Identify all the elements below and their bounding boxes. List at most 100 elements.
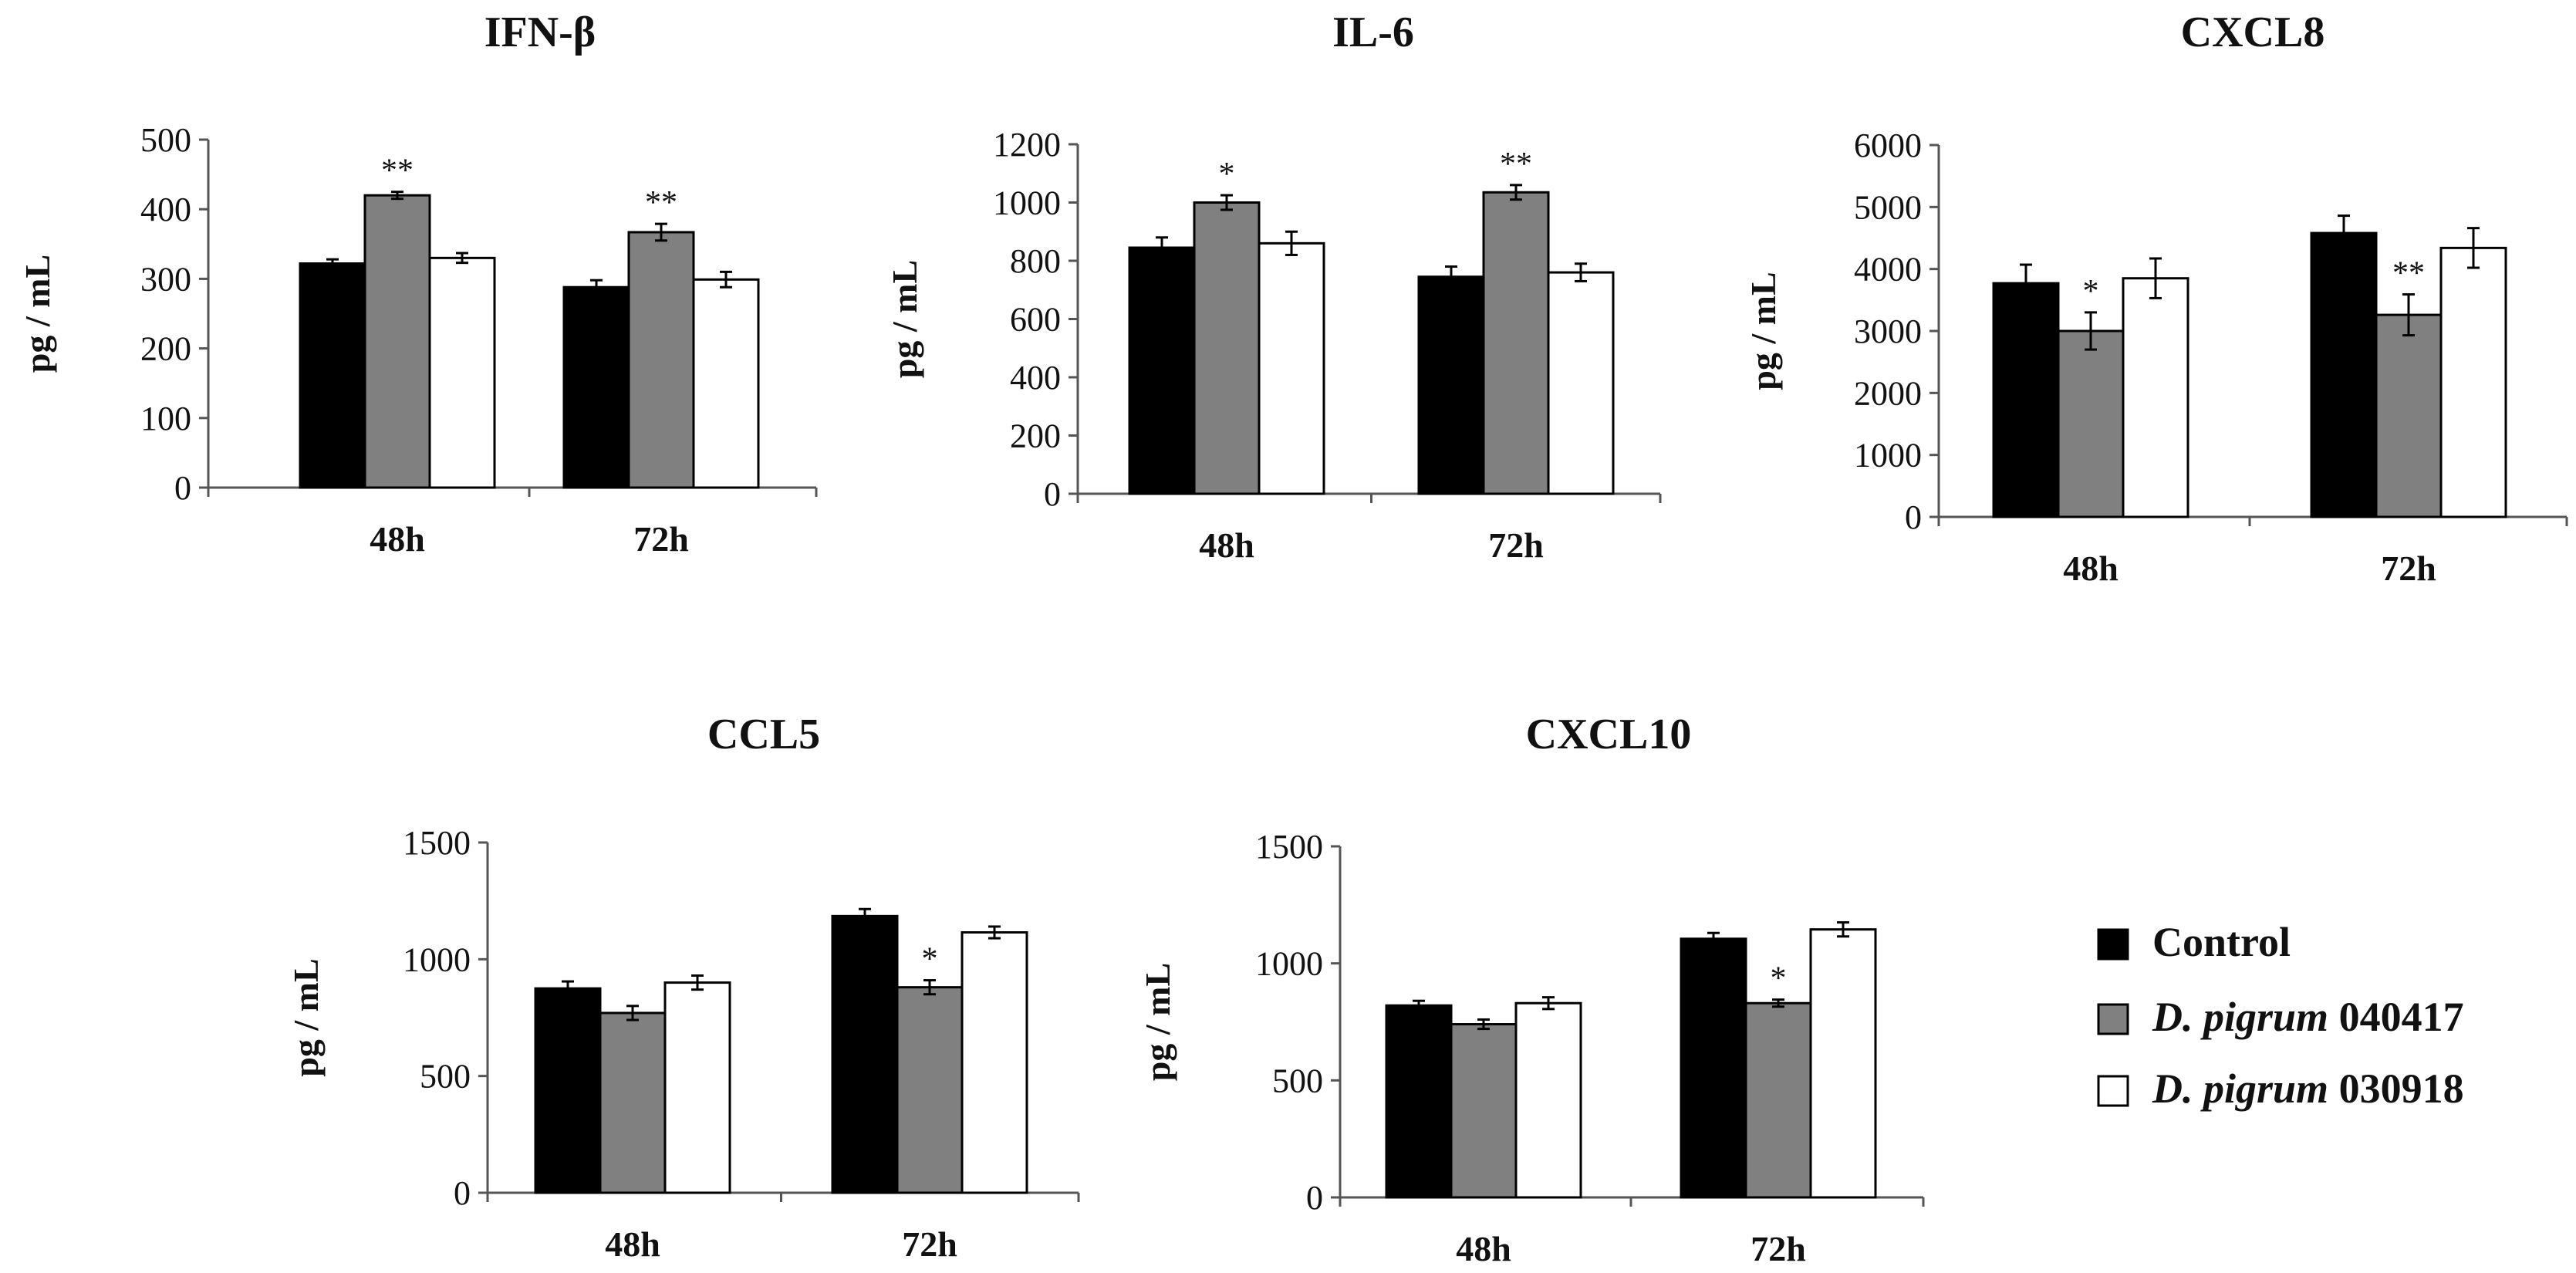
bar <box>1385 1004 1453 1199</box>
y-tick-label: 200 <box>140 330 191 368</box>
legend-label-text: Control <box>2152 919 2291 965</box>
y-axis-label: pg / mL <box>1744 272 1783 390</box>
y-tick-label: 4000 <box>1854 251 1922 289</box>
chart-title: CXCL10 <box>1526 711 1692 758</box>
bar <box>1514 1001 1582 1199</box>
error-bar <box>1220 194 1233 211</box>
significance-label: ** <box>645 185 677 221</box>
bar <box>363 194 431 489</box>
legend-label-text: 040417 <box>2328 994 2464 1040</box>
error-bar <box>720 270 732 289</box>
legend-item-1: Control <box>2097 919 2291 965</box>
y-tick-label: 0 <box>1905 498 1922 536</box>
bar <box>663 981 731 1194</box>
legend: Control D. pigrum 040417 D. pigrum 030918 <box>2097 919 2464 1112</box>
y-tick-label: 1000 <box>1255 945 1323 983</box>
y-tick-label: 1500 <box>403 824 471 862</box>
bar <box>1193 201 1261 495</box>
bar <box>1680 937 1747 1199</box>
legend-item-2: D. pigrum 040417 <box>2097 994 2464 1040</box>
bar <box>1992 282 2060 518</box>
error-bar <box>1575 262 1587 282</box>
error-bar <box>2467 227 2480 269</box>
category-label: 72h <box>902 1224 957 1264</box>
significance-label: * <box>1771 961 1787 997</box>
chart-panels: IFN-βpg / mL0100200300400500**48h**72hIL… <box>18 8 2568 1268</box>
category-label: 72h <box>2381 549 2436 588</box>
y-tick-label: 0 <box>454 1174 471 1212</box>
bar <box>2439 246 2507 518</box>
bar <box>961 931 1028 1194</box>
error-bar <box>590 279 603 295</box>
y-tick-label: 500 <box>420 1058 471 1096</box>
error-bar <box>1156 236 1168 259</box>
significance-label: ** <box>381 154 414 189</box>
error-bar <box>2085 311 2097 351</box>
error-bar <box>1707 931 1720 946</box>
bar <box>896 986 964 1194</box>
error-bar <box>562 980 574 997</box>
bar <box>1809 928 1877 1199</box>
bar <box>1744 1001 1812 1199</box>
significance-label: ** <box>2392 256 2425 292</box>
error-bar <box>1772 998 1784 1008</box>
bar <box>1128 246 1196 495</box>
category-label: 72h <box>633 519 689 559</box>
y-tick-label: 200 <box>1010 417 1061 455</box>
legend-swatch <box>2097 1003 2129 1035</box>
error-bar <box>391 191 403 201</box>
y-tick-label: 1000 <box>1854 437 1922 474</box>
error-bar <box>2338 214 2350 252</box>
error-bar <box>655 222 667 242</box>
chart-panel-5: CXCL10 pg / mL 0 500 1000 1500 48h * 72h <box>1138 711 1925 1268</box>
significance-label: * <box>1219 157 1235 192</box>
y-tick-label: 0 <box>174 469 191 507</box>
bar <box>1450 1023 1518 1199</box>
error-bar <box>2149 257 2162 299</box>
chart-panel-3: CXCL8 pg / mL 0 1000 2000 3000 4000 5000 6000 * 48… <box>1744 8 2568 588</box>
bar <box>2122 277 2189 518</box>
legend-swatch <box>2097 928 2129 961</box>
category-label: 72h <box>1488 525 1544 565</box>
error-bar <box>988 925 1001 940</box>
bar <box>534 987 602 1194</box>
chart-title: IL-6 <box>1332 8 1414 56</box>
error-bar <box>691 974 704 991</box>
y-tick-label: 0 <box>1306 1179 1323 1217</box>
error-bar <box>1285 230 1298 256</box>
y-tick-label: 1000 <box>993 184 1061 222</box>
chart-title: CCL5 <box>707 711 820 758</box>
legend-label-text: 030918 <box>2328 1065 2464 1112</box>
y-axis-label: pg / mL <box>1138 963 1177 1081</box>
category-label: 48h <box>605 1224 660 1264</box>
error-bar <box>859 907 871 924</box>
y-axis-label: pg / mL <box>286 958 326 1076</box>
significance-label: * <box>922 942 938 978</box>
y-tick-label: 1200 <box>993 126 1061 164</box>
y-tick-label: 500 <box>1272 1062 1323 1099</box>
bar <box>1482 191 1550 495</box>
y-tick-label: 300 <box>140 260 191 298</box>
bar <box>2310 231 2378 518</box>
error-bar <box>2020 263 2032 303</box>
legend-label: D. pigrum 040417 <box>2152 994 2464 1040</box>
y-axis-label: pg / mL <box>18 255 57 373</box>
bar <box>627 231 695 489</box>
chart-panel-1: IFN-β pg / mL 0 100 200 300 400 500 ** 48h ** 72h <box>18 8 818 559</box>
error-bar <box>1837 921 1849 938</box>
bar <box>599 1011 667 1194</box>
legend-label: D. pigrum 030918 <box>2152 1065 2464 1112</box>
legend-label-italic: D. pigrum <box>2152 1065 2328 1112</box>
error-bar <box>626 1005 639 1021</box>
bar <box>562 285 630 489</box>
error-bar <box>1445 265 1457 289</box>
category-label: 48h <box>370 519 425 559</box>
y-axis-label: pg / mL <box>885 260 924 378</box>
category-label: 72h <box>1751 1229 1806 1268</box>
y-tick-label: 100 <box>140 400 191 437</box>
y-tick-label: 2000 <box>1854 374 1922 412</box>
bar <box>1417 275 1485 495</box>
legend-swatch <box>2097 1075 2129 1107</box>
chart-panel-4: CCL5 pg / mL 0 500 1000 1500 48h * 72h <box>286 711 1080 1264</box>
